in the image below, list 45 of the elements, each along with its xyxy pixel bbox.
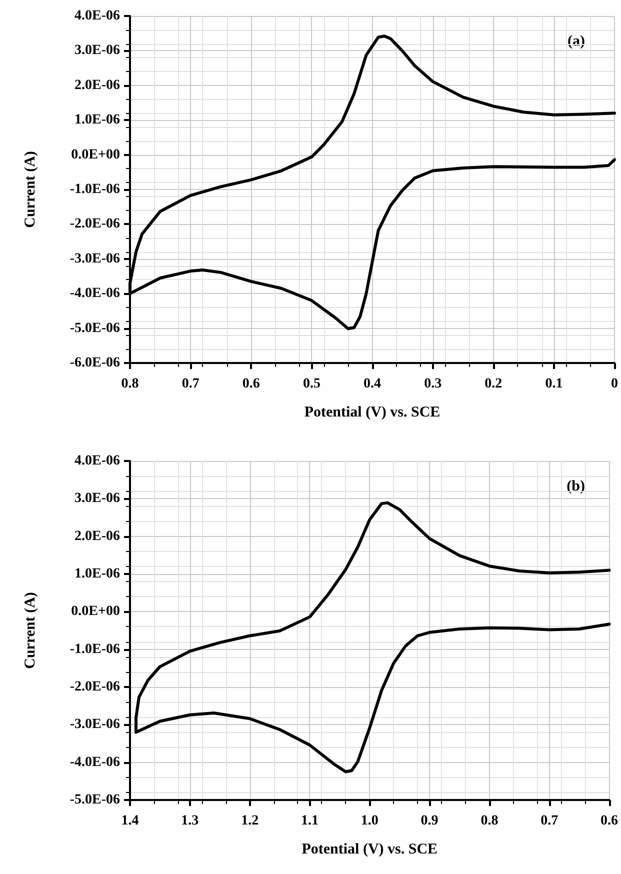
y-tick-label: -1.0E-06 — [70, 642, 120, 657]
y-tick-label: -1.0E-06 — [70, 182, 120, 197]
annotation: (b) — [566, 478, 586, 494]
x-tick-label: 0.7 — [182, 376, 200, 392]
y-tick-label: -5.0E-06 — [70, 792, 120, 808]
y-tick-label: -2.0E-06 — [70, 216, 120, 232]
x-tick-label: 0.2 — [484, 376, 502, 392]
x-tick-label: 1.0 — [360, 814, 378, 828]
y-tick-label: -3.0E-06 — [70, 717, 120, 732]
y-tick-label: -4.0E-06 — [70, 286, 120, 302]
x-tick-label: 1.3 — [181, 814, 199, 828]
x-tick-label: 0.9 — [420, 814, 438, 828]
y-tick-label: -4.0E-06 — [70, 754, 120, 770]
x-tick-label: 0.1 — [545, 376, 563, 392]
x-tick-label: 0.5 — [302, 376, 320, 392]
y-tick-label: 2.0E-06 — [74, 78, 120, 93]
x-tick-label: 0 — [611, 376, 618, 392]
y-tick-label: -2.0E-06 — [70, 680, 120, 694]
x-axis-title: Potential (V) vs. SCE — [302, 842, 438, 858]
x-axis-title: Potential (V) vs. SCE — [304, 404, 440, 420]
y-tick-label: 1.0E-06 — [74, 112, 120, 128]
y-tick-label: 3.0E-06 — [74, 43, 120, 58]
x-tick-label: 1.1 — [300, 814, 318, 828]
x-tick-label: 0.4 — [364, 376, 381, 392]
x-tick-label: 0.8 — [121, 376, 139, 392]
x-tick-label: 0.6 — [242, 376, 260, 392]
y-tick-label: -3.0E-06 — [70, 251, 120, 266]
y-tick-label: -6.0E-06 — [70, 356, 120, 370]
x-tick-label: 1.2 — [241, 814, 259, 828]
y-tick-label: 4.0E-06 — [74, 8, 120, 24]
y-tick-label: 4.0E-06 — [74, 454, 120, 468]
line-series — [134, 501, 611, 774]
y-tick-label: 0.0E+00 — [71, 604, 120, 620]
x-tick-label: 1.4 — [121, 814, 139, 828]
y-tick-label: 2.0E-06 — [74, 528, 120, 544]
y-tick-label: 3.0E-06 — [74, 491, 120, 506]
y-axis-title: Current (A) — [22, 592, 38, 669]
x-tick-label: 0.8 — [480, 814, 498, 828]
y-tick-label: 1.0E-06 — [74, 566, 120, 582]
x-tick-label: 0.6 — [600, 814, 618, 828]
y-tick-label: -5.0E-06 — [70, 320, 120, 336]
y-axis-title: Current (A) — [22, 151, 38, 228]
y-tick-label: 0.0E+00 — [71, 147, 120, 162]
x-tick-label: 0.3 — [424, 376, 442, 392]
x-tick-label: 0.7 — [540, 814, 558, 828]
